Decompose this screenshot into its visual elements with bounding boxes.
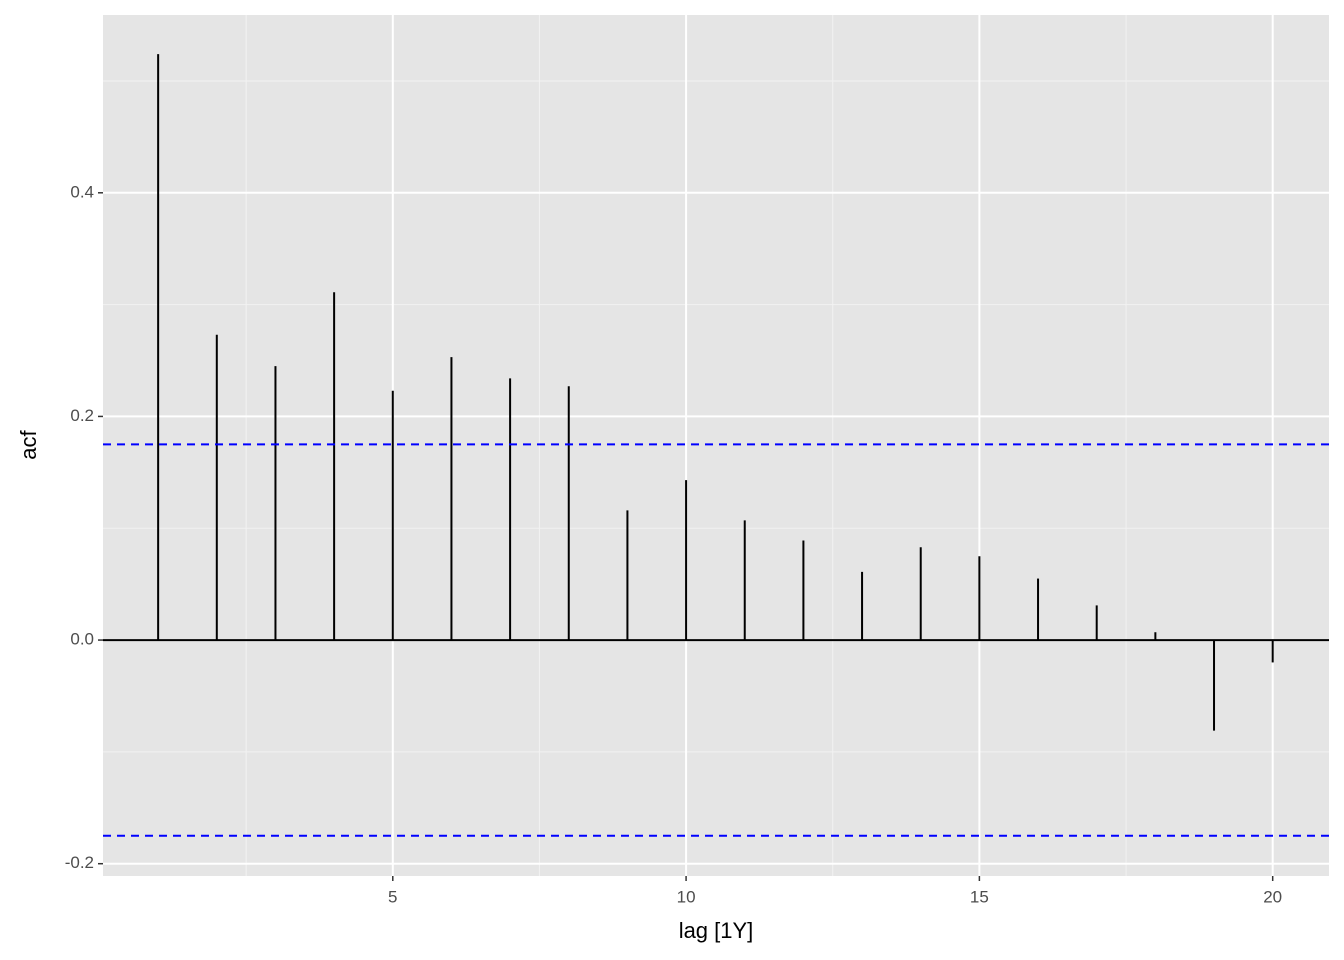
x-tick-label: 5 xyxy=(388,887,397,906)
x-tick-label: 15 xyxy=(970,887,989,906)
x-tick-label: 10 xyxy=(677,887,696,906)
x-tick-label: 20 xyxy=(1263,887,1282,906)
y-axis-title: acf xyxy=(16,429,41,459)
x-axis-title: lag [1Y] xyxy=(679,918,754,943)
y-tick-label: -0.2 xyxy=(65,853,94,872)
panel xyxy=(103,15,1329,876)
y-tick-label: 0.4 xyxy=(70,182,94,201)
y-tick-label: 0.0 xyxy=(70,630,94,649)
y-tick-label: 0.2 xyxy=(70,406,94,425)
